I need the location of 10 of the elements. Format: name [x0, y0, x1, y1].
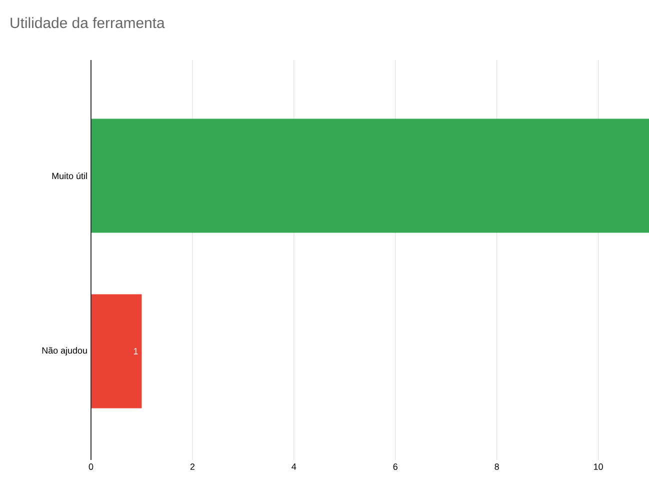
- x-tick-label: 2: [190, 464, 194, 470]
- data-label: 1: [134, 348, 138, 354]
- y-tick-label: Muito útil: [52, 172, 87, 180]
- x-tick-label: 0: [88, 464, 94, 470]
- y-tick-label: Não ajudou: [42, 347, 87, 356]
- x-tick-label: 10: [594, 464, 603, 470]
- x-tick-label: 8: [494, 464, 499, 470]
- x-tick-label: 4: [292, 464, 296, 470]
- x-tick-label: 6: [393, 464, 398, 470]
- chart-title: Utilidade da ferramenta: [10, 17, 165, 28]
